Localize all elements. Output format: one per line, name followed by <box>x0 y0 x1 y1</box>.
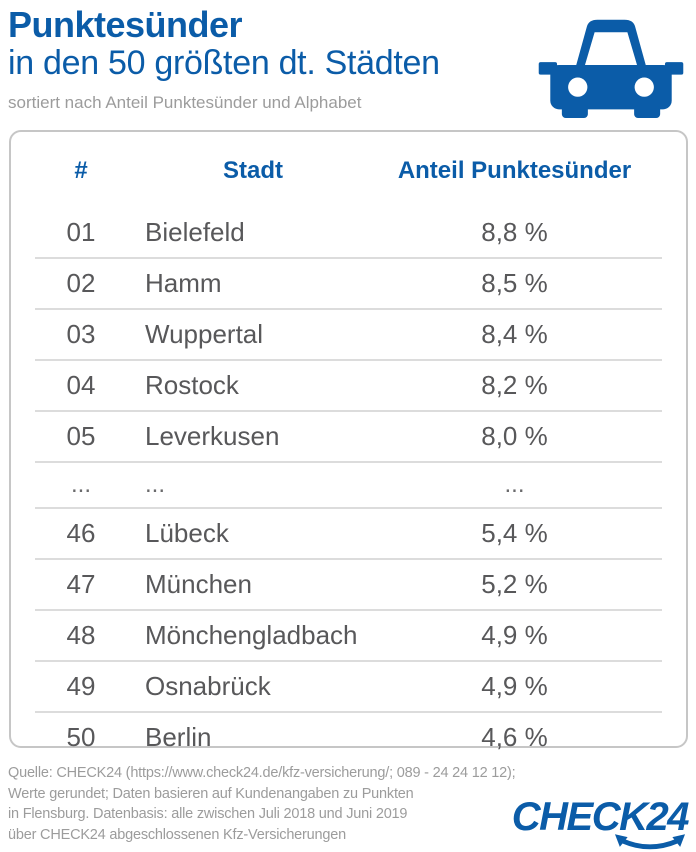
column-header-rank: # <box>74 157 88 184</box>
city-cell: Bielefeld <box>145 217 245 247</box>
rank-cell: ... <box>70 471 91 498</box>
page-subtitle-line: in den 50 größten dt. Städten <box>8 43 440 82</box>
rank-cell: 50 <box>66 722 96 752</box>
city-cell: Wuppertal <box>145 319 264 349</box>
check24-logo-text: CHECK24 <box>511 795 690 839</box>
share-cell: 4,9 % <box>481 671 548 701</box>
city-cell: Berlin <box>145 722 212 752</box>
rank-cell: 48 <box>66 620 96 650</box>
source-note: Quelle: CHECK24 (https://www.check24.de/… <box>8 763 516 845</box>
share-cell: 5,2 % <box>481 569 548 599</box>
share-cell: 8,8 % <box>481 217 548 247</box>
source-line: über CHECK24 abgeschlossenen Kfz-Versich… <box>8 826 346 843</box>
city-cell: Hamm <box>145 268 222 298</box>
city-cell: ... <box>145 471 166 498</box>
share-cell: ... <box>504 471 525 498</box>
source-line: in Flensburg. Datenbasis: alle zwischen … <box>8 806 408 822</box>
rank-cell: 04 <box>66 370 96 400</box>
page-header: Punktesünder in den 50 größten dt. Städt… <box>8 4 440 113</box>
rank-cell: 01 <box>66 217 96 247</box>
rank-cell: 05 <box>66 421 96 451</box>
share-cell: 8,2 % <box>481 370 548 400</box>
share-cell: 8,5 % <box>481 268 548 298</box>
city-cell: Rostock <box>145 370 239 400</box>
table-row: ... ... ... <box>35 461 662 507</box>
source-line: Werte gerundet; Daten basieren auf Kunde… <box>8 785 414 802</box>
city-cell: Mönchengladbach <box>145 620 358 650</box>
table-row: 49 Osnabrück 4,9 % <box>35 660 662 711</box>
column-header-city: Stadt <box>223 157 283 184</box>
rank-cell: 02 <box>66 268 96 298</box>
ranking-table: # Stadt Anteil Punktesünder 01 Bielefeld… <box>9 130 688 752</box>
rank-cell: 49 <box>66 671 96 701</box>
rank-cell: 47 <box>66 569 96 599</box>
table-row: 47 München 5,2 % <box>35 558 662 609</box>
share-cell: 4,6 % <box>481 722 548 752</box>
check24-logo: CHECK24 <box>498 795 690 850</box>
city-cell: Leverkusen <box>145 421 280 451</box>
share-cell: 8,4 % <box>481 319 548 349</box>
car-front-icon <box>538 19 684 118</box>
table-row: 05 Leverkusen 8,0 % <box>35 410 662 461</box>
city-cell: Osnabrück <box>145 671 271 701</box>
source-line: Quelle: CHECK24 (https://www.check24.de/… <box>8 765 516 781</box>
table-row: 50 Berlin 4,6 % <box>35 711 662 762</box>
share-cell: 8,0 % <box>481 421 548 451</box>
table-row: 46 Lübeck 5,4 % <box>35 507 662 558</box>
table-header-row: # Stadt Anteil Punktesünder <box>35 132 662 208</box>
rank-cell: 03 <box>66 319 96 349</box>
table-row: 03 Wuppertal 8,4 % <box>35 308 662 359</box>
city-cell: München <box>145 569 252 599</box>
rank-cell: 46 <box>66 518 96 548</box>
table-row: 01 Bielefeld 8,8 % <box>35 208 662 257</box>
table-row: 48 Mönchengladbach 4,9 % <box>35 609 662 660</box>
table-row: 04 Rostock 8,2 % <box>35 359 662 410</box>
sort-note: sortiert nach Anteil Punktesünder und Al… <box>8 93 362 113</box>
column-header-share: Anteil Punktesünder <box>397 157 632 184</box>
page-title: Punktesünder <box>8 4 243 45</box>
table-body: 01 Bielefeld 8,8 % 02 Hamm 8,5 % 03 Wupp… <box>35 208 662 762</box>
table-row: 02 Hamm 8,5 % <box>35 257 662 308</box>
share-cell: 4,9 % <box>481 620 548 650</box>
city-cell: Lübeck <box>145 518 229 548</box>
swoosh-arrow-icon <box>614 834 686 850</box>
share-cell: 5,4 % <box>481 518 548 548</box>
